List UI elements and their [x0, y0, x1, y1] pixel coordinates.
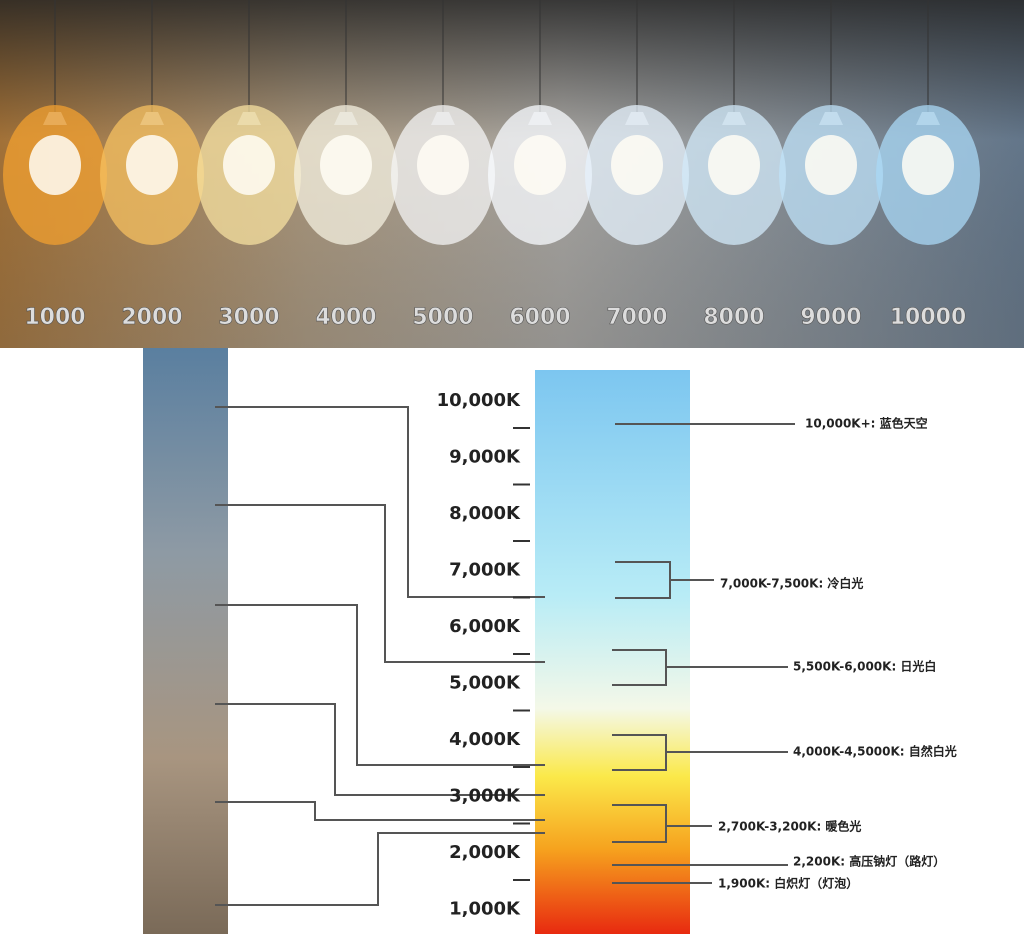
annotation: 2,200K: 高压钠灯（路灯）: [793, 854, 945, 869]
annotation: 7,000K-7,500K: 冷白光: [720, 576, 863, 591]
photo-label: 10000: [890, 305, 967, 330]
connectors: [215, 406, 545, 906]
lamp-core: [417, 135, 469, 195]
photo-label: 1000: [24, 305, 85, 330]
connector: [215, 504, 545, 663]
light-strip: [143, 348, 228, 934]
photo-lamps: 1000 2000 3000 4000 5000 6000 7000 8000 9000 1000…: [3, 0, 980, 330]
scale-label: 7,000K: [449, 560, 521, 581]
scale-ticks: 10,000K 9,000K 8,000K 7,000K 6,000K 5,000K 4,0…: [437, 390, 530, 920]
annotation: 1,900K: 白炽灯（灯泡）: [718, 876, 858, 891]
annotation: 10,000K+: 蓝色天空: [805, 416, 928, 431]
connector: [215, 832, 545, 906]
lamp-core: [320, 135, 372, 195]
photo-label: 3000: [218, 305, 279, 330]
annotation-lines: [612, 423, 795, 884]
lamp-core: [805, 135, 857, 195]
annotation: 2,700K-3,200K: 暖色光: [718, 819, 861, 834]
annotation: 4,000K-4,5000K: 自然白光: [793, 744, 957, 759]
color-scale: [535, 370, 690, 934]
scale-label: 5,000K: [449, 673, 521, 694]
scale-label: 8,000K: [449, 503, 521, 524]
lamp-core: [29, 135, 81, 195]
annotations: 10,000K+: 蓝色天空 7,000K-7,500K: 冷白光 5,500K…: [718, 416, 957, 891]
photo-label: 8000: [703, 305, 764, 330]
lamp-core: [708, 135, 760, 195]
lamp-core: [611, 135, 663, 195]
lamp-core: [514, 135, 566, 195]
connector: [215, 406, 545, 598]
scale-label: 3,000K: [449, 786, 521, 807]
bracket: [612, 804, 667, 843]
scale-label: 10,000K: [437, 390, 521, 411]
scale-label: 4,000K: [449, 729, 521, 750]
annotation: 5,500K-6,000K: 日光白: [793, 659, 936, 674]
connector: [215, 703, 545, 796]
connector: [215, 604, 545, 766]
lamp-core: [223, 135, 275, 195]
scale-label: 2,000K: [449, 842, 521, 863]
scale-label: 9,000K: [449, 447, 521, 468]
scale-label: 6,000K: [449, 616, 521, 637]
photo-label: 5000: [412, 305, 473, 330]
photo-label: 9000: [800, 305, 861, 330]
connector: [215, 801, 545, 821]
photo-label: 6000: [509, 305, 570, 330]
lamp-core: [126, 135, 178, 195]
photo-label: 2000: [121, 305, 182, 330]
photo-label: 4000: [315, 305, 376, 330]
photo-label: 7000: [606, 305, 667, 330]
lamp-core: [902, 135, 954, 195]
scale-label: 1,000K: [449, 899, 521, 920]
